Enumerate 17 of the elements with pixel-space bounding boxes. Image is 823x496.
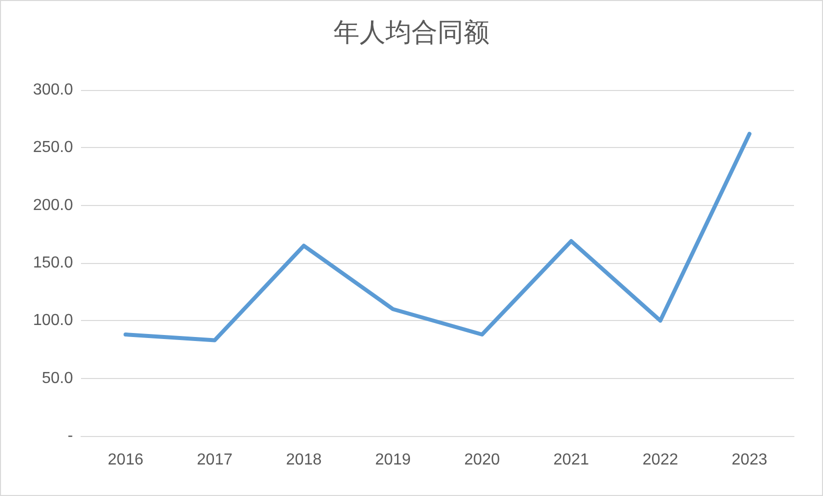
y-tick-label: 50.0 <box>42 370 74 387</box>
x-tick-label: 2016 <box>108 452 144 468</box>
x-tick-label: 2019 <box>375 452 411 468</box>
y-tick-label: 250.0 <box>32 139 74 156</box>
y-tick-label: 150.0 <box>32 254 74 272</box>
line-series <box>124 132 752 342</box>
x-tick-label: 2023 <box>732 452 768 468</box>
y-tick-label: - <box>68 428 73 444</box>
y-tick-label: 100.0 <box>32 312 74 330</box>
x-tick-label: 2021 <box>553 452 590 468</box>
x-tick-label: 2020 <box>464 452 500 468</box>
y-tick-label: 200.0 <box>32 196 74 214</box>
y-tick-label: 300.0 <box>32 82 74 98</box>
chart-title: 年人均合同额 <box>334 18 490 48</box>
x-tick-label: 2018 <box>286 452 322 468</box>
x-tick-label: 2017 <box>196 452 233 468</box>
x-tick-label: 2022 <box>642 452 678 468</box>
